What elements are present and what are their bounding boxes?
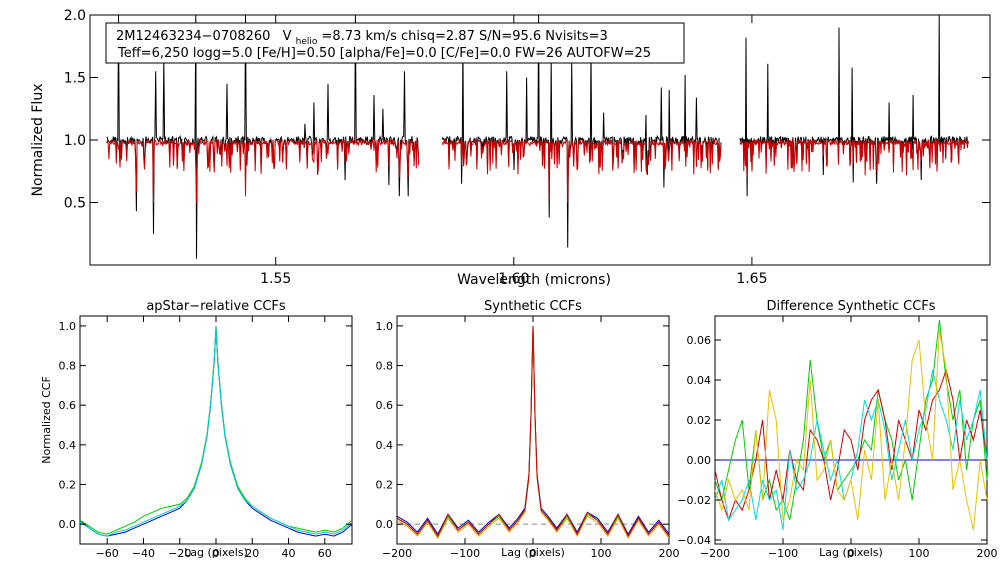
x-tick-label: 60	[318, 547, 332, 560]
difference-ccf-plot-area	[714, 319, 988, 531]
spectrum-ticks: 1.55 1.60 1.65 0.5 1.0 1.5 2.0	[64, 8, 990, 287]
spectrum-plot-area	[106, 14, 970, 259]
apstar-ccf-title: apStar−relative CCFs	[146, 299, 286, 314]
ccf-line-visit-2	[79, 325, 353, 535]
annotation-line-1: 2M12463234−0708260 V helio =8.73 km/s ch…	[116, 29, 608, 48]
ccf-line-red	[714, 368, 988, 522]
spectrum-panel: 1.55 1.60 1.65 0.5 1.0 1.5 2.0 2M12463234−0708…	[30, 8, 991, 288]
x-tick-label: 1.65	[736, 271, 767, 287]
y-tick-label: 0.06	[687, 334, 712, 347]
annotation-v-prefix: V	[283, 29, 292, 44]
y-tick-label: 0.8	[376, 360, 394, 373]
model-spectrum-line	[441, 138, 722, 203]
y-tick-label: −0.04	[677, 534, 711, 547]
y-tick-label: 0.4	[59, 439, 77, 452]
synthetic-ccf-ticks: −200 −100 0 100 200 0.0 0.2 0.4 0.6 0.8 1.0	[376, 316, 680, 560]
x-tick-label: 0	[848, 547, 855, 560]
apstar-ccf-ticks: −60 −40 −20 0 20 40 60 0.0 0.2 0.4 0.6 0.8 1.0	[59, 316, 352, 560]
y-tick-label: 0.00	[687, 454, 712, 467]
spectrum-annotation-box: 2M12463234−0708260 V helio =8.73 km/s ch…	[105, 22, 685, 64]
y-tick-label: 0.6	[376, 399, 394, 412]
y-tick-label: 0.0	[376, 518, 394, 531]
apstar-ccf-xlabel: Lag (pixels)	[184, 546, 248, 559]
y-tick-label: 1.0	[376, 320, 394, 333]
apstar-ccf-ylabel: Normalized CCF	[40, 376, 53, 464]
ccf-line-red	[396, 325, 670, 538]
y-tick-label: 2.0	[64, 8, 86, 24]
x-tick-label: −100	[450, 547, 480, 560]
x-tick-label: 1.60	[498, 271, 529, 287]
annotation-frame	[105, 22, 685, 64]
ccf-line-visit-1	[79, 327, 353, 537]
spectrum-xlabel: Wavelength (microns)	[457, 272, 611, 288]
ccf-line-blue	[396, 325, 670, 536]
x-tick-label: −200	[700, 547, 730, 560]
x-tick-label: 20	[245, 547, 259, 560]
x-tick-label: 100	[591, 547, 612, 560]
x-tick-label: 200	[659, 547, 680, 560]
ccf-line-visit-3	[79, 327, 353, 537]
y-tick-label: 0.6	[59, 399, 77, 412]
ccf-line-green	[396, 327, 670, 538]
x-tick-label: 40	[282, 547, 296, 560]
x-tick-label: 100	[909, 547, 930, 560]
ccf-line-cyan	[714, 369, 988, 531]
observed-spectrum-line	[441, 14, 722, 248]
y-tick-label: 0.4	[376, 439, 394, 452]
apstar-ccf-panel: −60 −40 −20 0 20 40 60 0.0 0.2 0.4 0.6 0.8 1.0 apSta…	[40, 299, 353, 560]
model-spectrum-line	[106, 138, 420, 203]
ccf-line-orange	[396, 327, 670, 540]
x-tick-label: 0	[530, 547, 537, 560]
y-tick-label: 0.2	[376, 479, 394, 492]
observed-spectrum-line	[739, 14, 970, 197]
difference-ccf-title: Difference Synthetic CCFs	[766, 299, 935, 314]
synthetic-ccf-title: Synthetic CCFs	[484, 299, 582, 314]
y-tick-label: 0.02	[687, 414, 712, 427]
y-tick-label: 0.0	[59, 518, 77, 531]
x-tick-label: 0	[213, 547, 220, 560]
y-tick-label: 0.8	[59, 360, 77, 373]
synthetic-ccf-plot-area	[396, 325, 670, 540]
x-tick-label: 200	[977, 547, 998, 560]
y-tick-label: 1.5	[64, 71, 86, 87]
x-tick-label: −200	[382, 547, 412, 560]
y-tick-label: 0.04	[687, 374, 712, 387]
ccf-line-yellow	[714, 329, 988, 531]
synthetic-ccf-panel: −200 −100 0 100 200 0.0 0.2 0.4 0.6 0.8 1.0 Synthe…	[376, 299, 680, 560]
synthetic-ccf-xlabel: Lag (pixels)	[501, 546, 565, 559]
y-tick-label: 1.0	[64, 133, 86, 149]
annotation-line-2: Teff=6,250 logg=5.0 [Fe/H]=0.50 [alpha/F…	[117, 46, 651, 61]
y-tick-label: 0.5	[64, 196, 86, 212]
x-tick-label: −20	[168, 547, 191, 560]
apstar-ccf-plot-area	[79, 325, 353, 537]
difference-ccf-ticks: −200 −100 0 100 200 −0.04 −0.02 0.00 0.02 0.04 0.0…	[677, 316, 998, 560]
x-tick-label: 1.55	[260, 271, 291, 287]
apstar-ccf-frame	[79, 315, 353, 545]
difference-ccf-panel: −200 −100 0 100 200 −0.04 −0.02 0.00 0.02 0.04 0.0…	[677, 299, 997, 560]
annotation-v-rest: =8.73 km/s chisq=2.87 S/N=95.6 Nvisits=3	[322, 29, 608, 44]
y-tick-label: 0.2	[59, 479, 77, 492]
annotation-v-sub: helio	[296, 37, 318, 47]
y-tick-label: 1.0	[59, 320, 77, 333]
x-tick-label: −100	[768, 547, 798, 560]
difference-ccf-xlabel: Lag (pixels)	[819, 546, 883, 559]
model-spectrum-line	[739, 138, 969, 178]
y-tick-label: −0.02	[677, 494, 711, 507]
spectrum-ylabel: Normalized Flux	[30, 84, 46, 197]
x-tick-label: −60	[96, 547, 119, 560]
annotation-star-id: 2M12463234−0708260	[116, 29, 270, 44]
x-tick-label: −40	[132, 547, 155, 560]
